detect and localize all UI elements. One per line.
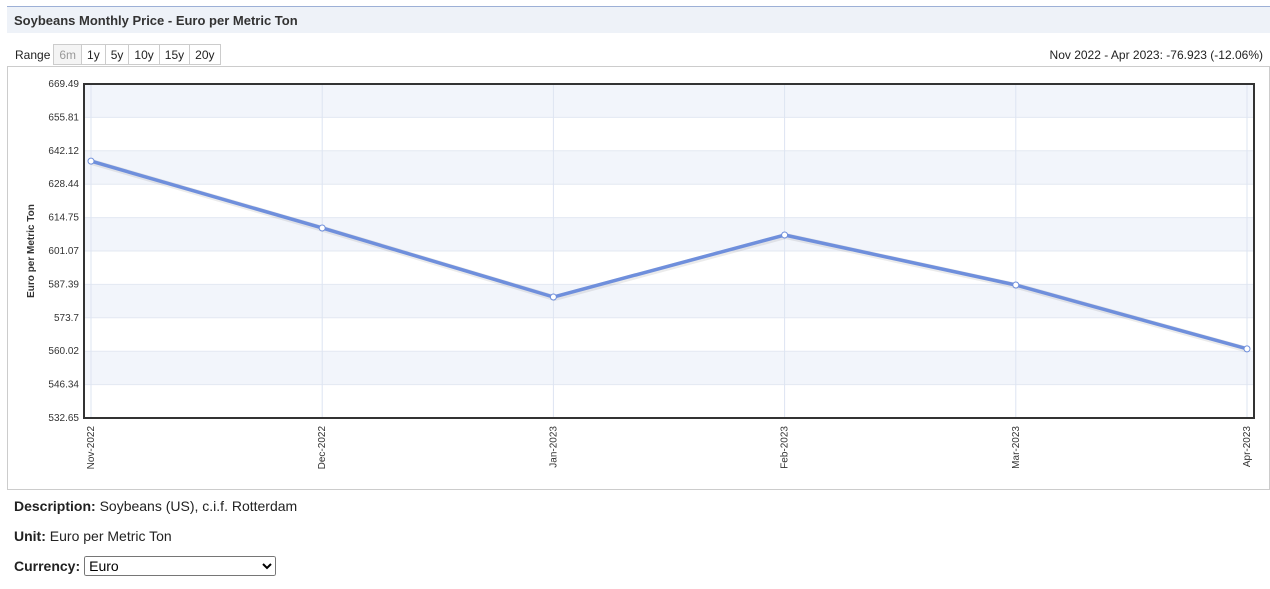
marker — [1243, 345, 1251, 353]
unit-value: Euro per Metric Ton — [49, 528, 172, 544]
y-tick-label: 655.81 — [48, 112, 79, 123]
currency-label: Currency: — [14, 558, 81, 574]
plot-band — [84, 84, 1254, 118]
range-selector: Range 6m 1y 5y 10y 15y 20y — [15, 44, 221, 65]
plot-band — [84, 217, 1254, 251]
x-tick-label: Apr-2023 — [1242, 426, 1253, 468]
currency: Currency: Euro — [14, 556, 277, 576]
marker — [87, 157, 95, 165]
range-button[interactable]: 20y — [189, 44, 221, 65]
y-tick-label: 642.12 — [48, 146, 79, 157]
y-tick-label: 532.65 — [48, 413, 79, 424]
y-tick-label: 669.49 — [48, 79, 79, 90]
y-tick-label: 614.75 — [48, 213, 79, 224]
x-tick-label: Dec-2022 — [317, 426, 328, 470]
description: Description: Soybeans (US), c.i.f. Rotte… — [14, 498, 297, 514]
line — [90, 159, 1248, 351]
plot-band — [84, 284, 1254, 318]
marker — [1012, 281, 1020, 289]
currency-select[interactable]: Euro — [84, 556, 277, 576]
x-tick-label: Nov-2022 — [86, 426, 97, 470]
x-tick-label: Feb-2023 — [780, 426, 791, 469]
y-tick-label: 601.07 — [48, 246, 79, 257]
x-tick-label: Jan-2023 — [548, 426, 559, 468]
unit: Unit: Euro per Metric Ton — [14, 528, 172, 544]
title: Soybeans Monthly Price - Euro per Metric… — [14, 13, 298, 28]
range-button[interactable]: 15y — [158, 44, 191, 65]
plot-border — [83, 83, 1255, 419]
y-tick-label: 628.44 — [48, 179, 79, 190]
marker — [318, 224, 326, 232]
y-tick-label: 546.34 — [48, 380, 79, 391]
summary: Nov 2022 - Apr 2023: -76.923 (-12.06%) — [1049, 48, 1263, 62]
plot-band — [84, 150, 1254, 185]
chart: Euro per Metric Ton 532.65 546.34 560.02 57… — [7, 66, 1270, 490]
y-tick-label: 560.02 — [48, 346, 79, 357]
range-button[interactable]: 6m — [53, 44, 83, 65]
unit-label: Unit: — [14, 528, 46, 544]
header: Soybeans Monthly Price - Euro per Metric… — [7, 6, 1270, 33]
description-label: Description: — [14, 498, 96, 514]
y-tick-label: 587.39 — [48, 279, 79, 290]
x-tick-label: Mar-2023 — [1011, 426, 1022, 469]
y-tick-label: 573.7 — [54, 313, 79, 324]
description-value: Soybeans (US), c.i.f. Rotterdam — [99, 498, 298, 514]
plot-band — [84, 351, 1254, 385]
y-axis-title: Euro per Metric Ton — [26, 204, 37, 298]
marker — [549, 293, 557, 301]
range-label: Range — [15, 47, 51, 62]
marker — [781, 231, 789, 239]
